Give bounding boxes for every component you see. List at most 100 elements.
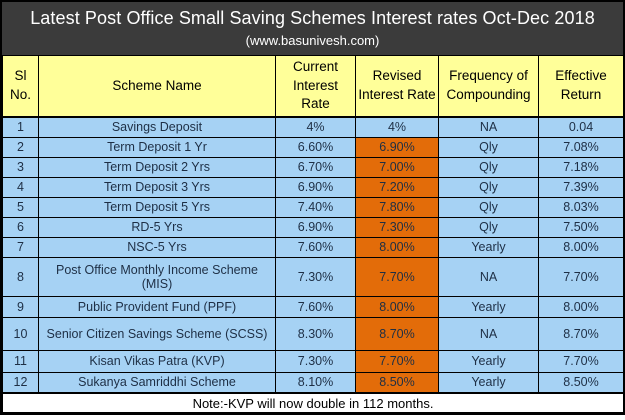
table-row: 9 Public Provident Fund (PPF) 7.60% 8.00% Ye… — [2, 295, 624, 318]
scheme-name-cell: Senior Citizen Savings Scheme (SCSS) — [38, 316, 276, 351]
frequency-cell: Qly — [438, 176, 539, 198]
sl-no-cell: 7 — [2, 236, 39, 258]
revised-rate-cell: 8.50% — [355, 371, 439, 394]
table-row: 12 Sukanya Samriddhi Scheme 8.10% 8.50% Year… — [2, 371, 624, 394]
page-title: Latest Post Office Small Saving Schemes … — [30, 8, 595, 28]
frequency-cell: NA — [438, 116, 539, 138]
sl-no-cell: 8 — [2, 256, 39, 297]
scheme-name-cell: Public Provident Fund (PPF) — [38, 295, 276, 318]
current-rate-cell: 7.60% — [275, 236, 356, 258]
revised-rate-cell: 6.90% — [355, 136, 439, 158]
revised-rate-cell: 4% — [355, 116, 439, 138]
header-current-rate: Current Interest Rate — [275, 55, 356, 118]
header-scheme-name: Scheme Name — [38, 55, 276, 118]
frequency-cell: Qly — [438, 136, 539, 158]
effective-return-cell: 8.00% — [538, 295, 624, 318]
sl-no-cell: 5 — [2, 196, 39, 218]
frequency-cell: Qly — [438, 156, 539, 178]
revised-rate-cell: 8.00% — [355, 236, 439, 258]
effective-return-cell: 7.18% — [538, 156, 624, 178]
scheme-name-cell: Term Deposit 5 Yrs — [38, 196, 276, 218]
scheme-name-cell: NSC-5 Yrs — [38, 236, 276, 258]
scheme-name-cell: Post Office Monthly Income Scheme (MIS) — [38, 256, 276, 297]
effective-return-cell: 8.70% — [538, 316, 624, 351]
current-rate-cell: 7.40% — [275, 196, 356, 218]
frequency-cell: Qly — [438, 216, 539, 238]
revised-rate-cell: 7.80% — [355, 196, 439, 218]
sl-no-cell: 3 — [2, 156, 39, 178]
revised-rate-cell: 7.70% — [355, 256, 439, 297]
table-row: 8 Post Office Monthly Income Scheme (MIS)… — [2, 256, 624, 297]
sl-no-cell: 1 — [2, 116, 39, 138]
effective-return-cell: 7.39% — [538, 176, 624, 198]
current-rate-cell: 8.10% — [275, 371, 356, 394]
current-rate-cell: 7.30% — [275, 349, 356, 373]
current-rate-cell: 6.60% — [275, 136, 356, 158]
effective-return-cell: 8.00% — [538, 236, 624, 258]
table-body: 1 Savings Deposit 4% 4% NA 0.04 2 Term Deposit … — [2, 116, 624, 394]
scheme-name-cell: Kisan Vikas Patra (KVP) — [38, 349, 276, 373]
table-row: 4 Term Deposit 3 Yrs 6.90% 7.20% Qly 7.39% — [2, 176, 624, 198]
table-row: 5 Term Deposit 5 Yrs 7.40% 7.80% Qly 8.03% — [2, 196, 624, 218]
effective-return-cell: 8.03% — [538, 196, 624, 218]
current-rate-cell: 7.30% — [275, 256, 356, 297]
scheme-name-cell: Term Deposit 2 Yrs — [38, 156, 276, 178]
effective-return-cell: 7.70% — [538, 256, 624, 297]
table-row: 7 NSC-5 Yrs 7.60% 8.00% Yearly 8.00% — [2, 236, 624, 258]
effective-return-cell: 7.50% — [538, 216, 624, 238]
header-frequency: Frequency of Compounding — [438, 55, 539, 118]
table-row: 6 RD-5 Yrs 6.90% 7.30% Qly 7.50% — [2, 216, 624, 238]
current-rate-cell: 6.90% — [275, 176, 356, 198]
sl-no-cell: 10 — [2, 316, 39, 351]
note-text: Note:-KVP will now double in 112 months. — [2, 392, 624, 413]
current-rate-cell: 6.70% — [275, 156, 356, 178]
revised-rate-cell: 7.30% — [355, 216, 439, 238]
table-row: 10 Senior Citizen Savings Scheme (SCSS) 8.… — [2, 316, 624, 351]
source-url-text: (www.basunivesh.com) — [245, 33, 380, 48]
revised-rate-cell: 7.00% — [355, 156, 439, 178]
scheme-name-cell: Term Deposit 1 Yr — [38, 136, 276, 158]
header-revised-rate: Revised Interest Rate — [355, 55, 439, 118]
scheme-name-cell: RD-5 Yrs — [38, 216, 276, 238]
frequency-cell: Yearly — [438, 349, 539, 373]
sl-no-cell: 9 — [2, 295, 39, 318]
scheme-name-cell: Term Deposit 3 Yrs — [38, 176, 276, 198]
frequency-cell: NA — [438, 256, 539, 297]
sl-no-cell: 6 — [2, 216, 39, 238]
scheme-name-cell: Savings Deposit — [38, 116, 276, 138]
frequency-cell: Qly — [438, 196, 539, 218]
table-row: 1 Savings Deposit 4% 4% NA 0.04 — [2, 116, 624, 138]
revised-rate-cell: 8.70% — [355, 316, 439, 351]
current-rate-cell: 7.60% — [275, 295, 356, 318]
note-row: Note:-KVP will now double in 112 months. — [2, 392, 624, 413]
revised-rate-cell: 7.20% — [355, 176, 439, 198]
current-rate-cell: 8.30% — [275, 316, 356, 351]
frequency-cell: NA — [438, 316, 539, 351]
revised-rate-cell: 7.70% — [355, 349, 439, 373]
frequency-cell: Yearly — [438, 236, 539, 258]
scheme-name-cell: Sukanya Samriddhi Scheme — [38, 371, 276, 394]
header-row: Sl No. Scheme Name Current Interest Rate… — [2, 55, 624, 118]
effective-return-cell: 7.08% — [538, 136, 624, 158]
effective-return-cell: 8.50% — [538, 371, 624, 394]
current-rate-cell: 6.90% — [275, 216, 356, 238]
effective-return-cell: 7.70% — [538, 349, 624, 373]
table-row: 2 Term Deposit 1 Yr 6.60% 6.90% Qly 7.08% — [2, 136, 624, 158]
table-row: 3 Term Deposit 2 Yrs 6.70% 7.00% Qly 7.18% — [2, 156, 624, 178]
title-block: Latest Post Office Small Saving Schemes … — [2, 2, 623, 55]
interest-rates-table: Sl No. Scheme Name Current Interest Rate… — [2, 55, 624, 413]
table-row: 11 Kisan Vikas Patra (KVP) 7.30% 7.70% Yearl… — [2, 349, 624, 373]
header-effective-return: Effective Return — [538, 55, 624, 118]
sl-no-cell: 2 — [2, 136, 39, 158]
revised-rate-cell: 8.00% — [355, 295, 439, 318]
frequency-cell: Yearly — [438, 295, 539, 318]
current-rate-cell: 4% — [275, 116, 356, 138]
table-footer: Note:-KVP will now double in 112 months. — [2, 392, 624, 413]
sl-no-cell: 12 — [2, 371, 39, 394]
frequency-cell: Yearly — [438, 371, 539, 394]
table-header: Sl No. Scheme Name Current Interest Rate… — [2, 55, 624, 118]
sl-no-cell: 4 — [2, 176, 39, 198]
effective-return-cell: 0.04 — [538, 116, 624, 138]
header-sl-no: Sl No. — [2, 55, 39, 118]
